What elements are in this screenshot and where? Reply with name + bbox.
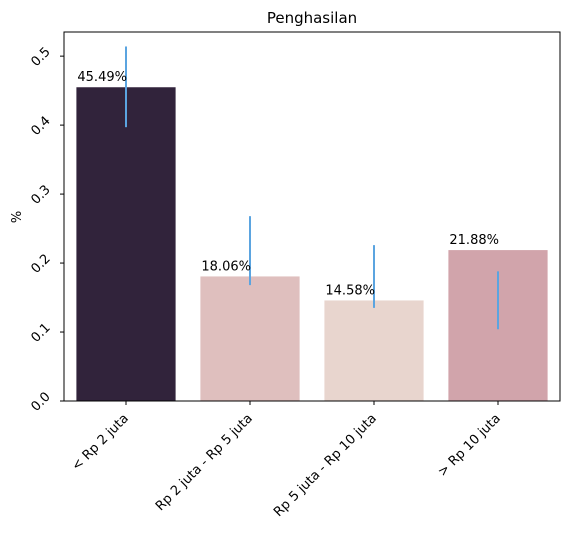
value-label-4: 21.88%: [449, 233, 499, 248]
bar-3: [324, 300, 424, 401]
y-tick-label-3: 0.2: [28, 251, 53, 276]
y-tick-label-5: 0.4: [28, 114, 53, 139]
plot-frame: [63, 31, 561, 402]
y-tick-label-2: 0.1: [28, 320, 53, 345]
x-tick-label-2: Rp 2 juta - Rp 5 juta: [153, 411, 256, 514]
value-label-3: 14.58%: [325, 283, 375, 298]
bar-2: [200, 276, 300, 401]
error-bars-group: [125, 46, 499, 330]
value-labels-group: 45.49% 18.06% 14.58% 21.88%: [77, 70, 499, 298]
x-tick-label-4: > Rp 10 juta: [435, 411, 504, 480]
x-axis: < Rp 2 juta Rp 2 juta - Rp 5 juta Rp 5 jut…: [69, 401, 504, 520]
x-tick-label-1: < Rp 2 juta: [69, 411, 132, 474]
y-tick-label-1: 0.0: [28, 389, 53, 414]
value-label-1: 45.49%: [77, 70, 127, 85]
y-axis-label: %: [10, 211, 25, 223]
bar-1: [76, 87, 176, 401]
chart-title: Penghasilan: [267, 9, 357, 27]
x-tick-label-3: Rp 5 juta - Rp 10 juta: [271, 411, 380, 520]
y-tick-label-6: 0.5: [28, 45, 53, 70]
value-label-2: 18.06%: [201, 259, 251, 274]
y-axis: 0.0 0.1 0.2 0.3 0.4 0.5: [28, 45, 64, 415]
y-tick-label-4: 0.3: [28, 183, 53, 208]
